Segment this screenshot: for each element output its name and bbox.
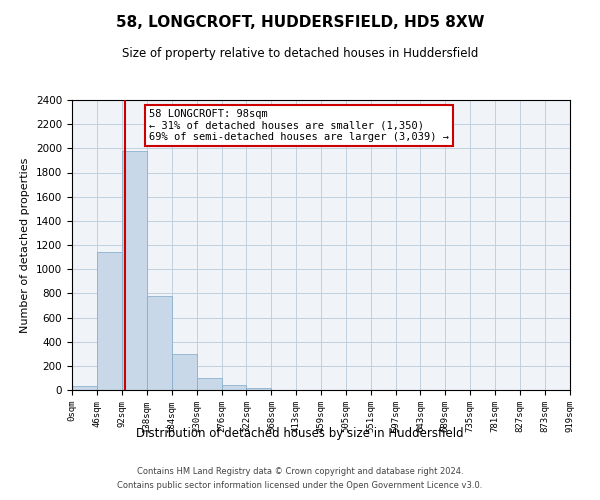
Text: 58 LONGCROFT: 98sqm
← 31% of detached houses are smaller (1,350)
69% of semi-det: 58 LONGCROFT: 98sqm ← 31% of detached ho… [149,108,449,142]
Bar [122,151,147,390]
Text: 58, LONGCROFT, HUDDERSFIELD, HD5 8XW: 58, LONGCROFT, HUDDERSFIELD, HD5 8XW [116,15,484,30]
Text: Contains public sector information licensed under the Open Government Licence v3: Contains public sector information licen… [118,481,482,490]
Bar [72,386,97,390]
Text: Distribution of detached houses by size in Huddersfield: Distribution of detached houses by size … [136,428,464,440]
Bar [247,388,271,390]
Text: Contains HM Land Registry data © Crown copyright and database right 2024.: Contains HM Land Registry data © Crown c… [137,468,463,476]
Y-axis label: Number of detached properties: Number of detached properties [20,158,31,332]
Bar [147,296,172,390]
Bar [197,378,221,390]
Bar [221,384,247,390]
Text: Size of property relative to detached houses in Huddersfield: Size of property relative to detached ho… [122,48,478,60]
Bar [97,252,122,390]
Bar [172,354,197,390]
